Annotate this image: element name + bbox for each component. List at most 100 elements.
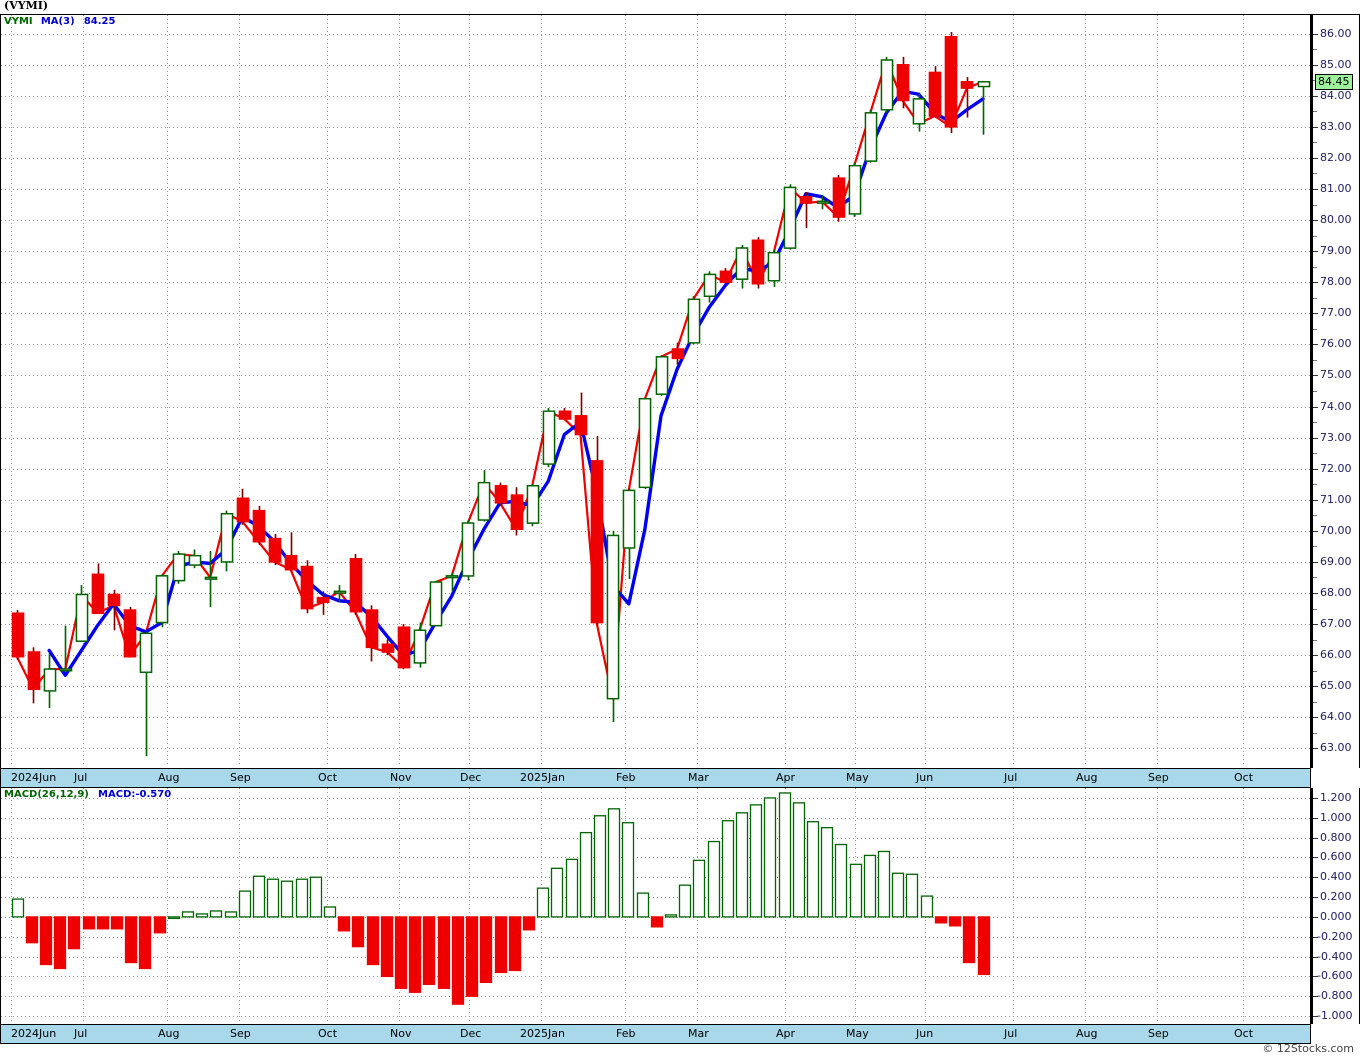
price-tick-mark-minor [1313,639,1317,641]
macd-tick-mark [1313,877,1318,879]
macd-tick-mark [1313,976,1318,978]
date-axis-label: Jul [1004,1027,1018,1040]
price-tick-mark-minor [1313,577,1317,579]
macd-plot-svg [1,788,1310,1024]
macd-tick-label: -0.600 [1317,969,1353,983]
legend-symbol: VYMI [4,16,33,27]
price-tick-label: 78.00 [1320,275,1352,289]
macd-axis: 1.200 1.000 0.800 0.600 0.400 0.200 0.000 -0.20… [1311,788,1360,1024]
price-tick-mark-minor [1313,297,1317,299]
date-axis-label: Sep [1148,771,1169,784]
macd-tick-label: 0.800 [1320,830,1352,844]
date-axis-label: Mar [688,1027,709,1040]
price-tick-label: 70.00 [1320,523,1352,537]
date-axis-label: Jun [916,1027,934,1040]
price-tick-label: 75.00 [1320,368,1352,382]
price-tick-mark-minor [1313,732,1317,734]
price-tick-label: 85.00 [1320,57,1352,71]
price-tick-mark [1313,717,1318,719]
macd-panel[interactable]: MACD(26,12,9) MACD:-0.570 [0,788,1311,1024]
date-axis-label: Sep [230,1027,251,1040]
date-axis-label: Mar [688,771,709,784]
price-axis: 86.00 85.00 84.00 83.00 82.00 81.00 80.00 79.00… [1311,14,1360,768]
price-tick-label: 71.00 [1320,492,1352,506]
macd-tick-label: 0.600 [1320,850,1352,864]
price-tick-mark [1313,95,1318,97]
macd-tick-label: -0.200 [1317,929,1353,943]
macd-tick-label: 0.200 [1320,890,1352,904]
footer: © 12Stocks.com [0,1042,1360,1056]
date-axis-label: Dec [460,771,482,784]
price-tick-mark [1313,313,1318,315]
macd-tick-mark [1313,996,1318,998]
date-axis-label: Sep [230,771,251,784]
price-tick-mark-minor [1313,515,1317,517]
price-tick-mark [1313,251,1318,253]
date-axis-label: Apr [776,771,796,784]
price-tick-mark-minor [1313,546,1317,548]
macd-tick-label: 1.000 [1320,810,1352,824]
price-tick-label: 79.00 [1320,244,1352,258]
price-tick-mark [1313,157,1318,159]
price-tick-mark-minor [1313,111,1317,113]
macd-tick-label: -0.800 [1317,989,1353,1003]
price-tick-label: 74.00 [1320,399,1352,413]
price-chart-panel[interactable]: VYMI MA(3) 84.25 [0,14,1311,768]
price-tick-label: 81.00 [1320,182,1352,196]
macd-tick-label: 0.000 [1320,909,1352,923]
price-tick-mark [1313,344,1318,346]
last-price-badge: 84.45 [1315,73,1353,90]
date-axis-label: 2024Jun [11,1027,57,1040]
price-tick-mark-minor [1313,453,1317,455]
macd-tick-mark [1313,837,1318,839]
date-axis-label: May [846,771,869,784]
price-tick-mark-minor [1313,173,1317,175]
price-tick-mark [1313,33,1318,35]
macd-legend-title: MACD(26,12,9) [4,789,89,800]
price-tick-mark [1313,64,1318,66]
price-legend: VYMI MA(3) 84.25 [4,16,115,27]
price-tick-label: 77.00 [1320,306,1352,320]
price-tick-mark [1313,468,1318,470]
page-title: (VYMI) [4,0,49,12]
date-axis-label: Apr [776,1027,796,1040]
price-tick-mark [1313,189,1318,191]
price-tick-label: 69.00 [1320,554,1352,568]
price-tick-label: 65.00 [1320,679,1352,693]
date-axis-label: Aug [158,1027,180,1040]
price-tick-label: 73.00 [1320,430,1352,444]
macd-tick-mark [1313,936,1318,938]
date-axis-label: 2025Jan [520,771,565,784]
price-tick-label: 64.00 [1320,710,1352,724]
price-tick-mark [1313,282,1318,284]
price-tick-label: 80.00 [1320,213,1352,227]
date-axis-label: 2025Jan [520,1027,565,1040]
price-tick-label: 66.00 [1320,648,1352,662]
macd-tick-mark [1313,897,1318,899]
price-tick-label: 84.00 [1320,88,1352,102]
price-tick-mark-minor [1313,422,1317,424]
date-axis-label: 2024Jun [11,771,57,784]
date-axis-label: Dec [460,1027,482,1040]
price-tick-label: 72.00 [1320,461,1352,475]
legend-overlay: MA(3) [40,16,75,27]
date-axis-label: May [846,1027,869,1040]
date-axis-label: Oct [318,771,338,784]
price-tick-mark-minor [1313,608,1317,610]
date-axis-label: Aug [1076,771,1098,784]
price-tick-mark [1313,655,1318,657]
price-tick-mark-minor [1313,266,1317,268]
macd-tick-label: 1.200 [1320,790,1352,804]
date-axis-label: Jul [74,1027,88,1040]
date-axis-bottom: 2024Jun Jul Aug Sep Oct Nov Dec 2025Jan Feb Mar Ap… [0,1024,1311,1044]
price-tick-mark-minor [1313,359,1317,361]
macd-legend-value: MACD:-0.570 [98,789,172,800]
date-axis-label: Feb [616,771,636,784]
date-axis-label: Aug [158,771,180,784]
macd-tick-mark [1313,817,1318,819]
price-tick-label: 63.00 [1320,741,1352,755]
price-tick-label: 86.00 [1320,26,1352,40]
price-tick-mark-minor [1313,328,1317,330]
date-axis-label: Jul [74,771,88,784]
